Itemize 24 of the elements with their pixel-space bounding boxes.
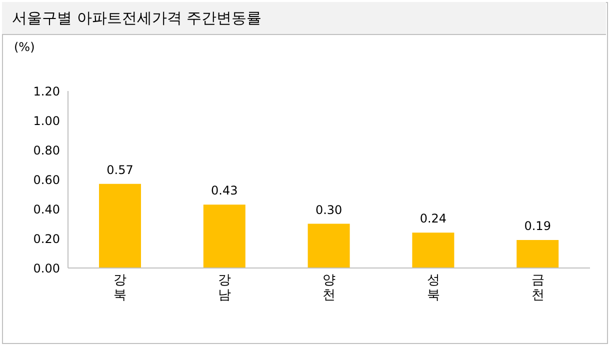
y-axis-title: (%): [14, 40, 35, 54]
y-tick-label: 1.00: [33, 114, 60, 128]
x-tick-label: 강북: [114, 273, 127, 303]
bar: [516, 240, 559, 268]
bar: [412, 232, 454, 268]
data-label: 0.19: [524, 218, 551, 233]
chart-title: 서울구별 아파트전세가격 주간변동률: [12, 9, 262, 28]
data-label: 0.30: [315, 202, 342, 217]
bar: [99, 184, 141, 268]
x-tick-label: 금천: [531, 273, 544, 303]
x-tick-label: 양천: [322, 273, 336, 303]
y-tick-label: 1.20: [33, 84, 60, 98]
data-label: 0.24: [420, 212, 447, 226]
bar: [203, 204, 246, 268]
data-label: 0.57: [106, 162, 134, 177]
data-label: 0.43: [211, 184, 238, 198]
y-tick-label: 0.60: [33, 172, 60, 187]
x-tick-label: 성북: [426, 273, 440, 303]
bar: [308, 224, 350, 268]
y-tick-label: 0.20: [33, 232, 60, 246]
y-tick-label: 0.00: [33, 261, 60, 276]
y-tick-label: 0.40: [33, 202, 60, 216]
x-tick-label: 강남: [218, 273, 232, 303]
y-tick-label: 0.80: [33, 143, 60, 158]
